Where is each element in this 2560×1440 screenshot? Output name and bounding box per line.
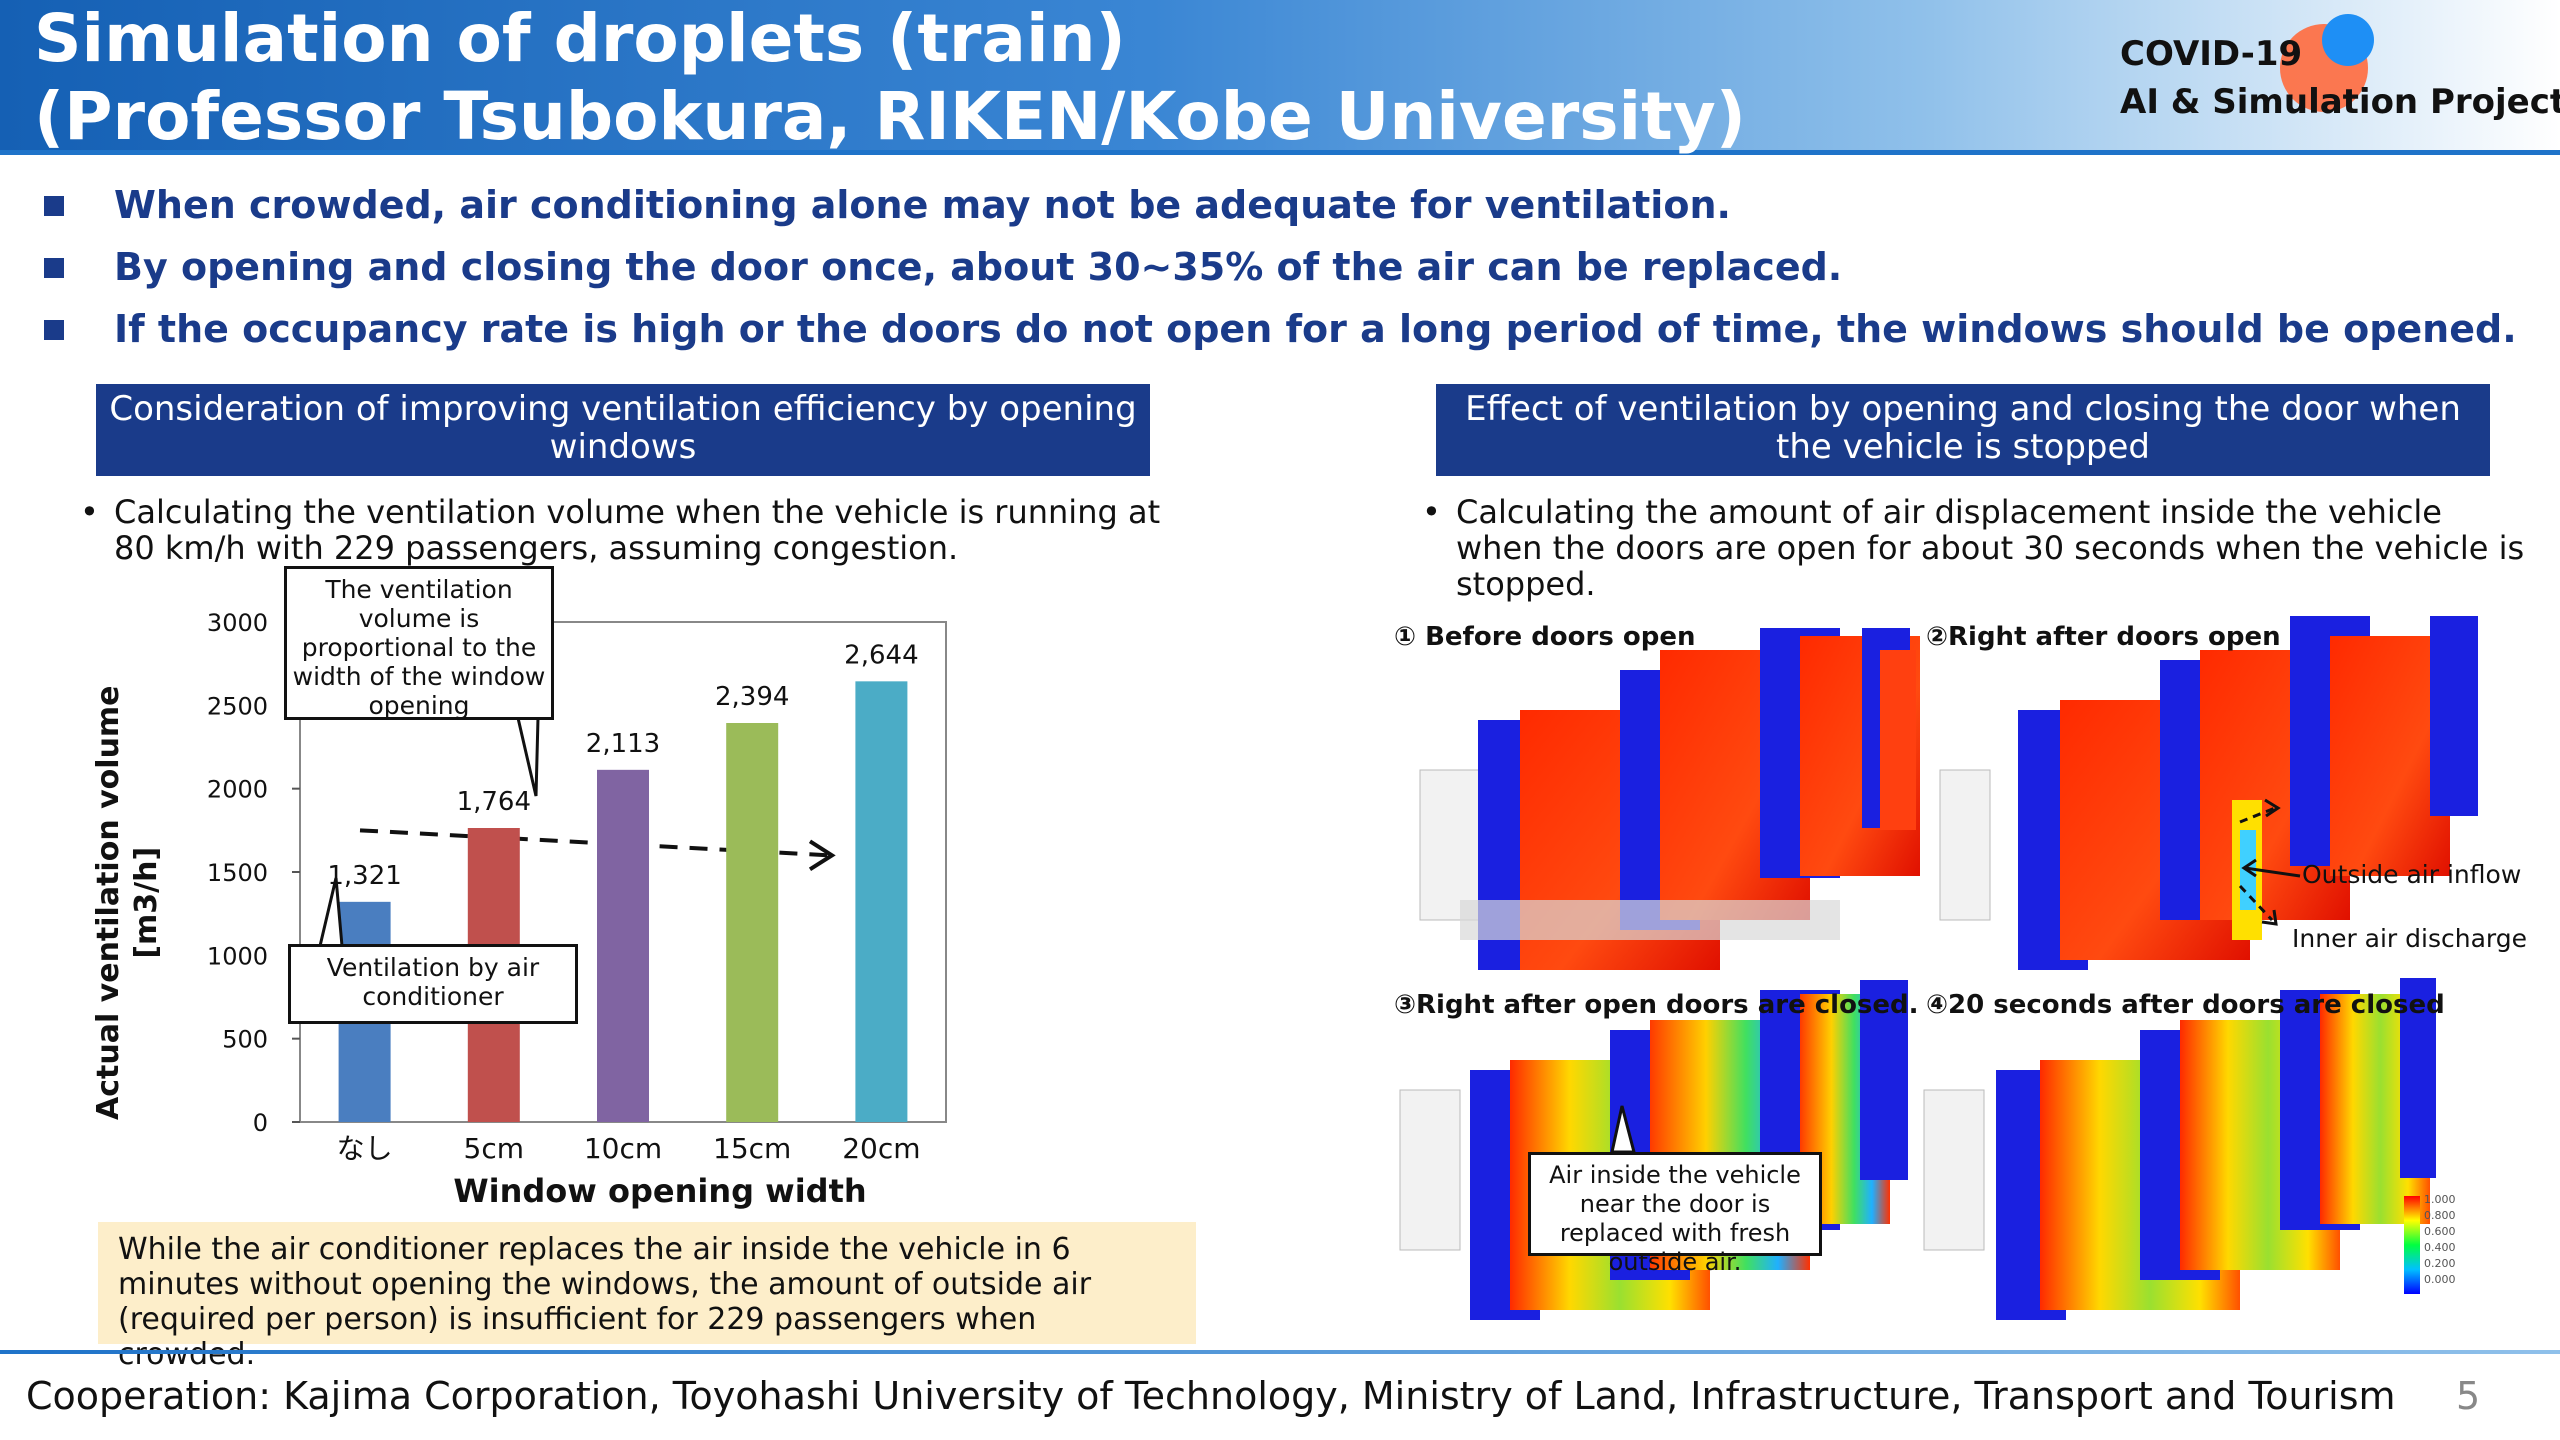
- square-bullet-icon: [44, 320, 64, 340]
- right-section-heading: Effect of ventilation by opening and clo…: [1436, 384, 2490, 476]
- y-tick-label: 3000: [207, 609, 268, 637]
- logo-blue-circle-icon: [2322, 14, 2374, 66]
- panel-1-label: ① Before doors open: [1394, 622, 1696, 652]
- color-scale-labels: 1.000 0.800 0.600 0.400 0.200 0.000: [2408, 1192, 2456, 1288]
- bar-data-label: 1,764: [457, 787, 531, 817]
- left-section-description: • Calculating the ventilation volume whe…: [80, 493, 1164, 567]
- square-bullet-icon: [44, 258, 64, 278]
- insufficient-air-note: While the air conditioner replaces the a…: [98, 1222, 1196, 1372]
- x-axis-label: Window opening width: [453, 1172, 867, 1210]
- x-tick-label: 10cm: [584, 1132, 662, 1165]
- x-tick-label: 20cm: [842, 1132, 920, 1165]
- slide-title: Simulation of droplets (train) (Professo…: [34, 0, 1746, 156]
- logo-line-2: AI & Simulation Project: [2120, 82, 2560, 122]
- sim-panel-4-image: [1923, 978, 2436, 1320]
- trend-arrow-head-icon: [808, 839, 836, 872]
- right-section-description: • Calculating the amount of air displace…: [1422, 493, 2536, 603]
- y-axis-title: Actual ventilation volume: [91, 685, 126, 1120]
- vehicle-air-callout: Air inside the vehicle near the door is …: [1528, 1152, 1822, 1276]
- y-axis-unit: [m3/h]: [129, 846, 164, 959]
- header-divider: [0, 150, 2560, 155]
- aircon-callout: Ventilation by air conditioner: [288, 944, 578, 1024]
- bar: [726, 723, 779, 1122]
- x-tick-label: 5cm: [464, 1132, 524, 1165]
- title-line-1: Simulation of droplets (train): [34, 0, 1126, 77]
- y-tick-label: 2500: [207, 692, 268, 720]
- project-logo: COVID-19 AI & Simulation Project: [2120, 14, 2560, 140]
- bar-data-label: 2,394: [715, 682, 789, 712]
- cooperation-footer: Cooperation: Kajima Corporation, Toyohas…: [26, 1374, 2396, 1418]
- chart-canvas: 0 500 1000 1500 2000 2500 3000 1,321 なし 1,764 5cm 2…: [207, 609, 947, 1165]
- y-tick-label: 0: [253, 1109, 268, 1137]
- bar-data-label: 2,644: [844, 640, 918, 670]
- y-tick-label: 500: [222, 1026, 268, 1054]
- key-point: When crowded, air conditioning alone may…: [40, 180, 2520, 242]
- right-description-text: Calculating the amount of air displaceme…: [1456, 493, 2525, 603]
- proportional-callout: The ventilation volume is proportional t…: [284, 566, 554, 720]
- scale-label: 0.600: [2424, 1225, 2456, 1238]
- bar: [597, 769, 649, 1122]
- left-section-heading: Consideration of improving ventilation e…: [96, 384, 1150, 476]
- y-tick-label: 2000: [207, 776, 268, 804]
- x-tick-label: 15cm: [713, 1132, 791, 1165]
- bullet-dot-icon: •: [80, 493, 99, 531]
- title-line-2: (Professor Tsubokura, RIKEN/Kobe Univers…: [34, 78, 1746, 155]
- scale-label: 0.800: [2424, 1209, 2456, 1222]
- y-axis-label: Actual ventilation volume [m3/h]: [90, 685, 166, 1120]
- panel-2-label: ②Right after doors open: [1926, 622, 2281, 652]
- scale-label: 0.000: [2424, 1273, 2456, 1286]
- ventilation-bar-chart: 0 500 1000 1500 2000 2500 3000 1,321 なし 1,764 5cm 2…: [91, 560, 1000, 1240]
- vehicle-callout-tail: [1610, 1105, 1636, 1154]
- panel-4-label: ④20 seconds after doors are closed: [1926, 990, 2445, 1020]
- footer-divider: [0, 1350, 2560, 1354]
- sim-panel-2-image: [1939, 616, 2478, 970]
- outside-air-label: Outside air inflow: [2302, 860, 2522, 889]
- key-point-text: When crowded, air conditioning alone may…: [114, 183, 1731, 227]
- key-point: By opening and closing the door once, ab…: [40, 242, 2520, 304]
- key-points: When crowded, air conditioning alone may…: [40, 180, 2520, 366]
- scale-label: 0.200: [2424, 1257, 2456, 1270]
- left-description-text: Calculating the ventilation volume when …: [114, 493, 1161, 567]
- bar-data-label: 2,113: [586, 729, 660, 759]
- airflow-arrows-icon: [2238, 798, 2301, 926]
- key-point: If the occupancy rate is high or the doo…: [40, 304, 2520, 366]
- bar: [855, 681, 908, 1122]
- bullet-dot-icon: •: [1422, 493, 1441, 531]
- slide-header: [0, 0, 2560, 152]
- sim-panel-1-image: [1419, 628, 1920, 970]
- key-point-text: If the occupancy rate is high or the doo…: [114, 307, 2517, 351]
- y-tick-label: 1000: [207, 942, 268, 970]
- logo-line-1: COVID-19: [2120, 34, 2303, 74]
- x-tick-label: なし: [337, 1132, 393, 1165]
- scale-label: 1.000: [2424, 1193, 2456, 1206]
- square-bullet-icon: [44, 196, 64, 216]
- proportional-callout-tail: [516, 716, 540, 797]
- panel-3-label: ③Right after open doors are closed.: [1394, 990, 1919, 1020]
- scale-label: 0.400: [2424, 1241, 2456, 1254]
- bar-data-label: 1,321: [327, 861, 401, 891]
- key-point-text: By opening and closing the door once, ab…: [114, 245, 1843, 289]
- y-tick-label: 1500: [207, 859, 268, 887]
- inner-air-label: Inner air discharge: [2292, 924, 2527, 953]
- page-number: 5: [2456, 1374, 2481, 1418]
